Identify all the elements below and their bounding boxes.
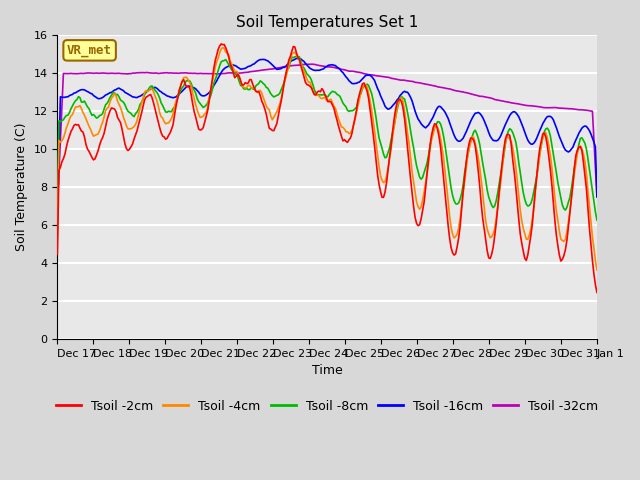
Legend: Tsoil -2cm, Tsoil -4cm, Tsoil -8cm, Tsoil -16cm, Tsoil -32cm: Tsoil -2cm, Tsoil -4cm, Tsoil -8cm, Tsoi… <box>51 395 604 418</box>
Y-axis label: Soil Temperature (C): Soil Temperature (C) <box>15 123 28 252</box>
X-axis label: Time: Time <box>312 364 342 377</box>
Title: Soil Temperatures Set 1: Soil Temperatures Set 1 <box>236 15 419 30</box>
Text: VR_met: VR_met <box>67 44 112 57</box>
